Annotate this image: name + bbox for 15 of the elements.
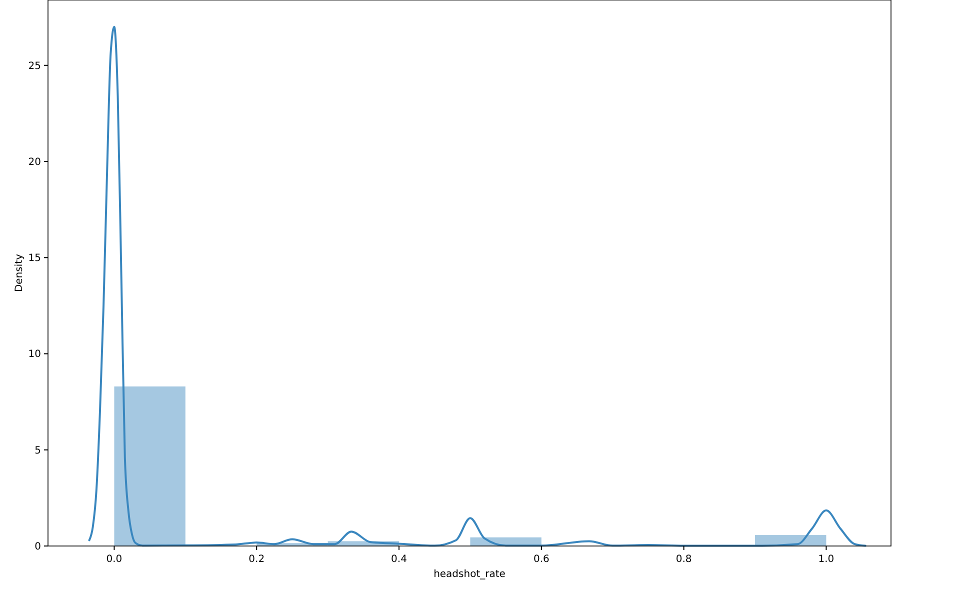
line-series xyxy=(88,26,866,547)
x-tick-label: 0.8 xyxy=(676,554,692,565)
x-tick-label: 0.6 xyxy=(533,554,550,565)
x-tick-label: 0.2 xyxy=(248,554,265,565)
x-tick-label: 0.0 xyxy=(106,554,122,565)
x-axis-title: headshot_rate xyxy=(434,569,506,580)
y-tick-label: 15 xyxy=(28,253,41,264)
x-tick-label: 0.4 xyxy=(391,554,407,565)
y-tick-label: 20 xyxy=(28,156,41,168)
y-tick-label: 25 xyxy=(28,60,41,72)
y-tick-label: 5 xyxy=(34,445,41,456)
y-tick-label: 10 xyxy=(28,349,41,360)
y-axis-title: Density xyxy=(14,254,25,292)
x-tick-label: 1.0 xyxy=(818,554,834,565)
y-tick-label: 0 xyxy=(34,542,41,552)
